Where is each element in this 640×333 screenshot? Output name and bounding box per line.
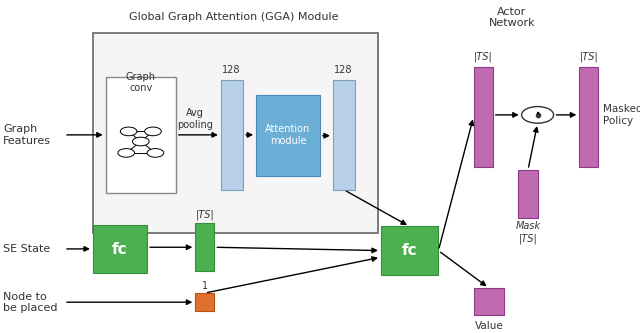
- Bar: [333, 80, 355, 190]
- Text: fc: fc: [112, 241, 127, 257]
- Bar: [221, 80, 243, 190]
- Text: |TS|: |TS|: [195, 210, 214, 220]
- Text: Avg
pooling: Avg pooling: [177, 108, 213, 130]
- Text: Masked
Policy: Masked Policy: [603, 104, 640, 126]
- Bar: [106, 77, 176, 193]
- Bar: [381, 226, 438, 275]
- Bar: [474, 288, 504, 315]
- Text: 128: 128: [223, 65, 241, 75]
- Text: fc: fc: [402, 243, 417, 258]
- Circle shape: [522, 107, 554, 123]
- Text: Value
Network: Value Network: [467, 321, 511, 333]
- Text: Graph
conv: Graph conv: [126, 72, 156, 93]
- Text: Attention
module: Attention module: [266, 124, 310, 146]
- Text: Global Graph Attention (GGA) Module: Global Graph Attention (GGA) Module: [129, 12, 339, 22]
- Text: |TS|: |TS|: [579, 51, 598, 62]
- Text: ·: ·: [534, 105, 541, 125]
- Circle shape: [132, 137, 149, 146]
- Bar: [579, 67, 598, 166]
- Text: |TS|: |TS|: [474, 51, 493, 62]
- Circle shape: [147, 149, 164, 157]
- Bar: [93, 225, 147, 273]
- Text: 1: 1: [202, 281, 208, 291]
- Bar: [195, 223, 214, 271]
- Circle shape: [118, 149, 134, 157]
- Text: Actor
Network: Actor Network: [489, 7, 535, 28]
- Circle shape: [145, 127, 161, 136]
- Bar: [195, 293, 214, 311]
- Text: Mask
|TS|: Mask |TS|: [515, 221, 541, 243]
- Bar: [474, 67, 493, 166]
- Text: SE State: SE State: [3, 244, 51, 254]
- Bar: [256, 95, 320, 176]
- Text: Node to
be placed: Node to be placed: [3, 292, 58, 313]
- Text: Graph
Features: Graph Features: [3, 124, 51, 146]
- Text: 128: 128: [335, 65, 353, 75]
- Bar: [518, 170, 538, 218]
- Circle shape: [120, 127, 137, 136]
- Bar: [93, 33, 378, 233]
